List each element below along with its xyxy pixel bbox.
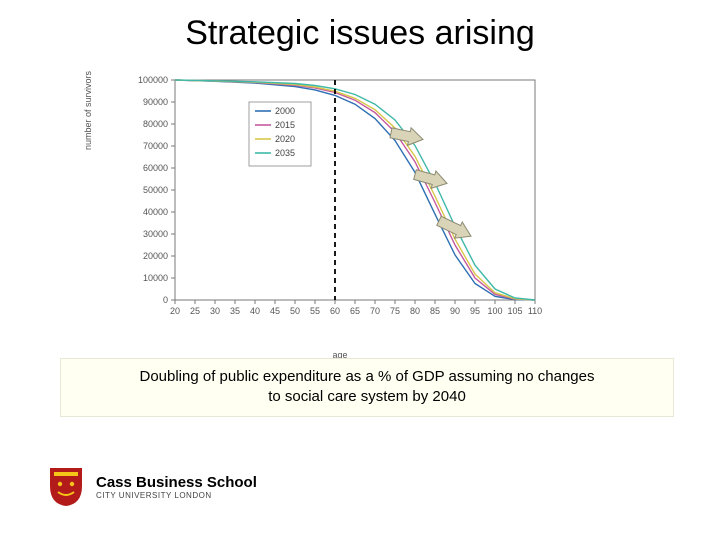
svg-text:45: 45 (270, 306, 280, 316)
survivor-chart: number of survivors 01000020000300004000… (125, 70, 555, 330)
svg-text:60000: 60000 (143, 163, 168, 173)
crest-icon (48, 466, 84, 508)
svg-text:35: 35 (230, 306, 240, 316)
logo-sub: CITY UNIVERSITY LONDON (96, 491, 257, 500)
svg-text:2000: 2000 (275, 106, 295, 116)
logo-text: Cass Business School CITY UNIVERSITY LON… (96, 474, 257, 500)
svg-text:70: 70 (370, 306, 380, 316)
svg-text:60: 60 (330, 306, 340, 316)
svg-text:105: 105 (507, 306, 522, 316)
svg-text:80: 80 (410, 306, 420, 316)
svg-text:0: 0 (163, 295, 168, 305)
caption-line-2: to social care system by 2040 (67, 387, 667, 407)
svg-text:50000: 50000 (143, 185, 168, 195)
institution-logo: Cass Business School CITY UNIVERSITY LON… (48, 466, 257, 508)
svg-text:30: 30 (210, 306, 220, 316)
svg-text:100: 100 (487, 306, 502, 316)
svg-text:25: 25 (190, 306, 200, 316)
svg-text:85: 85 (430, 306, 440, 316)
svg-text:95: 95 (470, 306, 480, 316)
svg-text:65: 65 (350, 306, 360, 316)
chart-svg: 0 10000 20000 30000 40000 50000 60000 70000 8000… (125, 70, 555, 330)
svg-text:90: 90 (450, 306, 460, 316)
logo-name: Cass Business School (96, 474, 257, 491)
svg-text:40: 40 (250, 306, 260, 316)
svg-text:40000: 40000 (143, 207, 168, 217)
svg-text:2035: 2035 (275, 148, 295, 158)
svg-text:10000: 10000 (143, 273, 168, 283)
svg-text:70000: 70000 (143, 141, 168, 151)
svg-text:80000: 80000 (143, 119, 168, 129)
svg-text:20: 20 (170, 306, 180, 316)
svg-text:20000: 20000 (143, 251, 168, 261)
slide-title: Strategic issues arising (0, 14, 720, 53)
y-axis-label: number of survivors (83, 71, 93, 150)
svg-text:55: 55 (310, 306, 320, 316)
caption-box: Doubling of public expenditure as a % of… (60, 358, 674, 417)
caption-line-1: Doubling of public expenditure as a % of… (67, 367, 667, 387)
svg-text:110: 110 (528, 306, 542, 316)
svg-text:50: 50 (290, 306, 300, 316)
svg-text:90000: 90000 (143, 97, 168, 107)
svg-text:100000: 100000 (138, 75, 168, 85)
svg-text:30000: 30000 (143, 229, 168, 239)
svg-text:2015: 2015 (275, 120, 295, 130)
svg-text:2020: 2020 (275, 134, 295, 144)
svg-text:75: 75 (390, 306, 400, 316)
